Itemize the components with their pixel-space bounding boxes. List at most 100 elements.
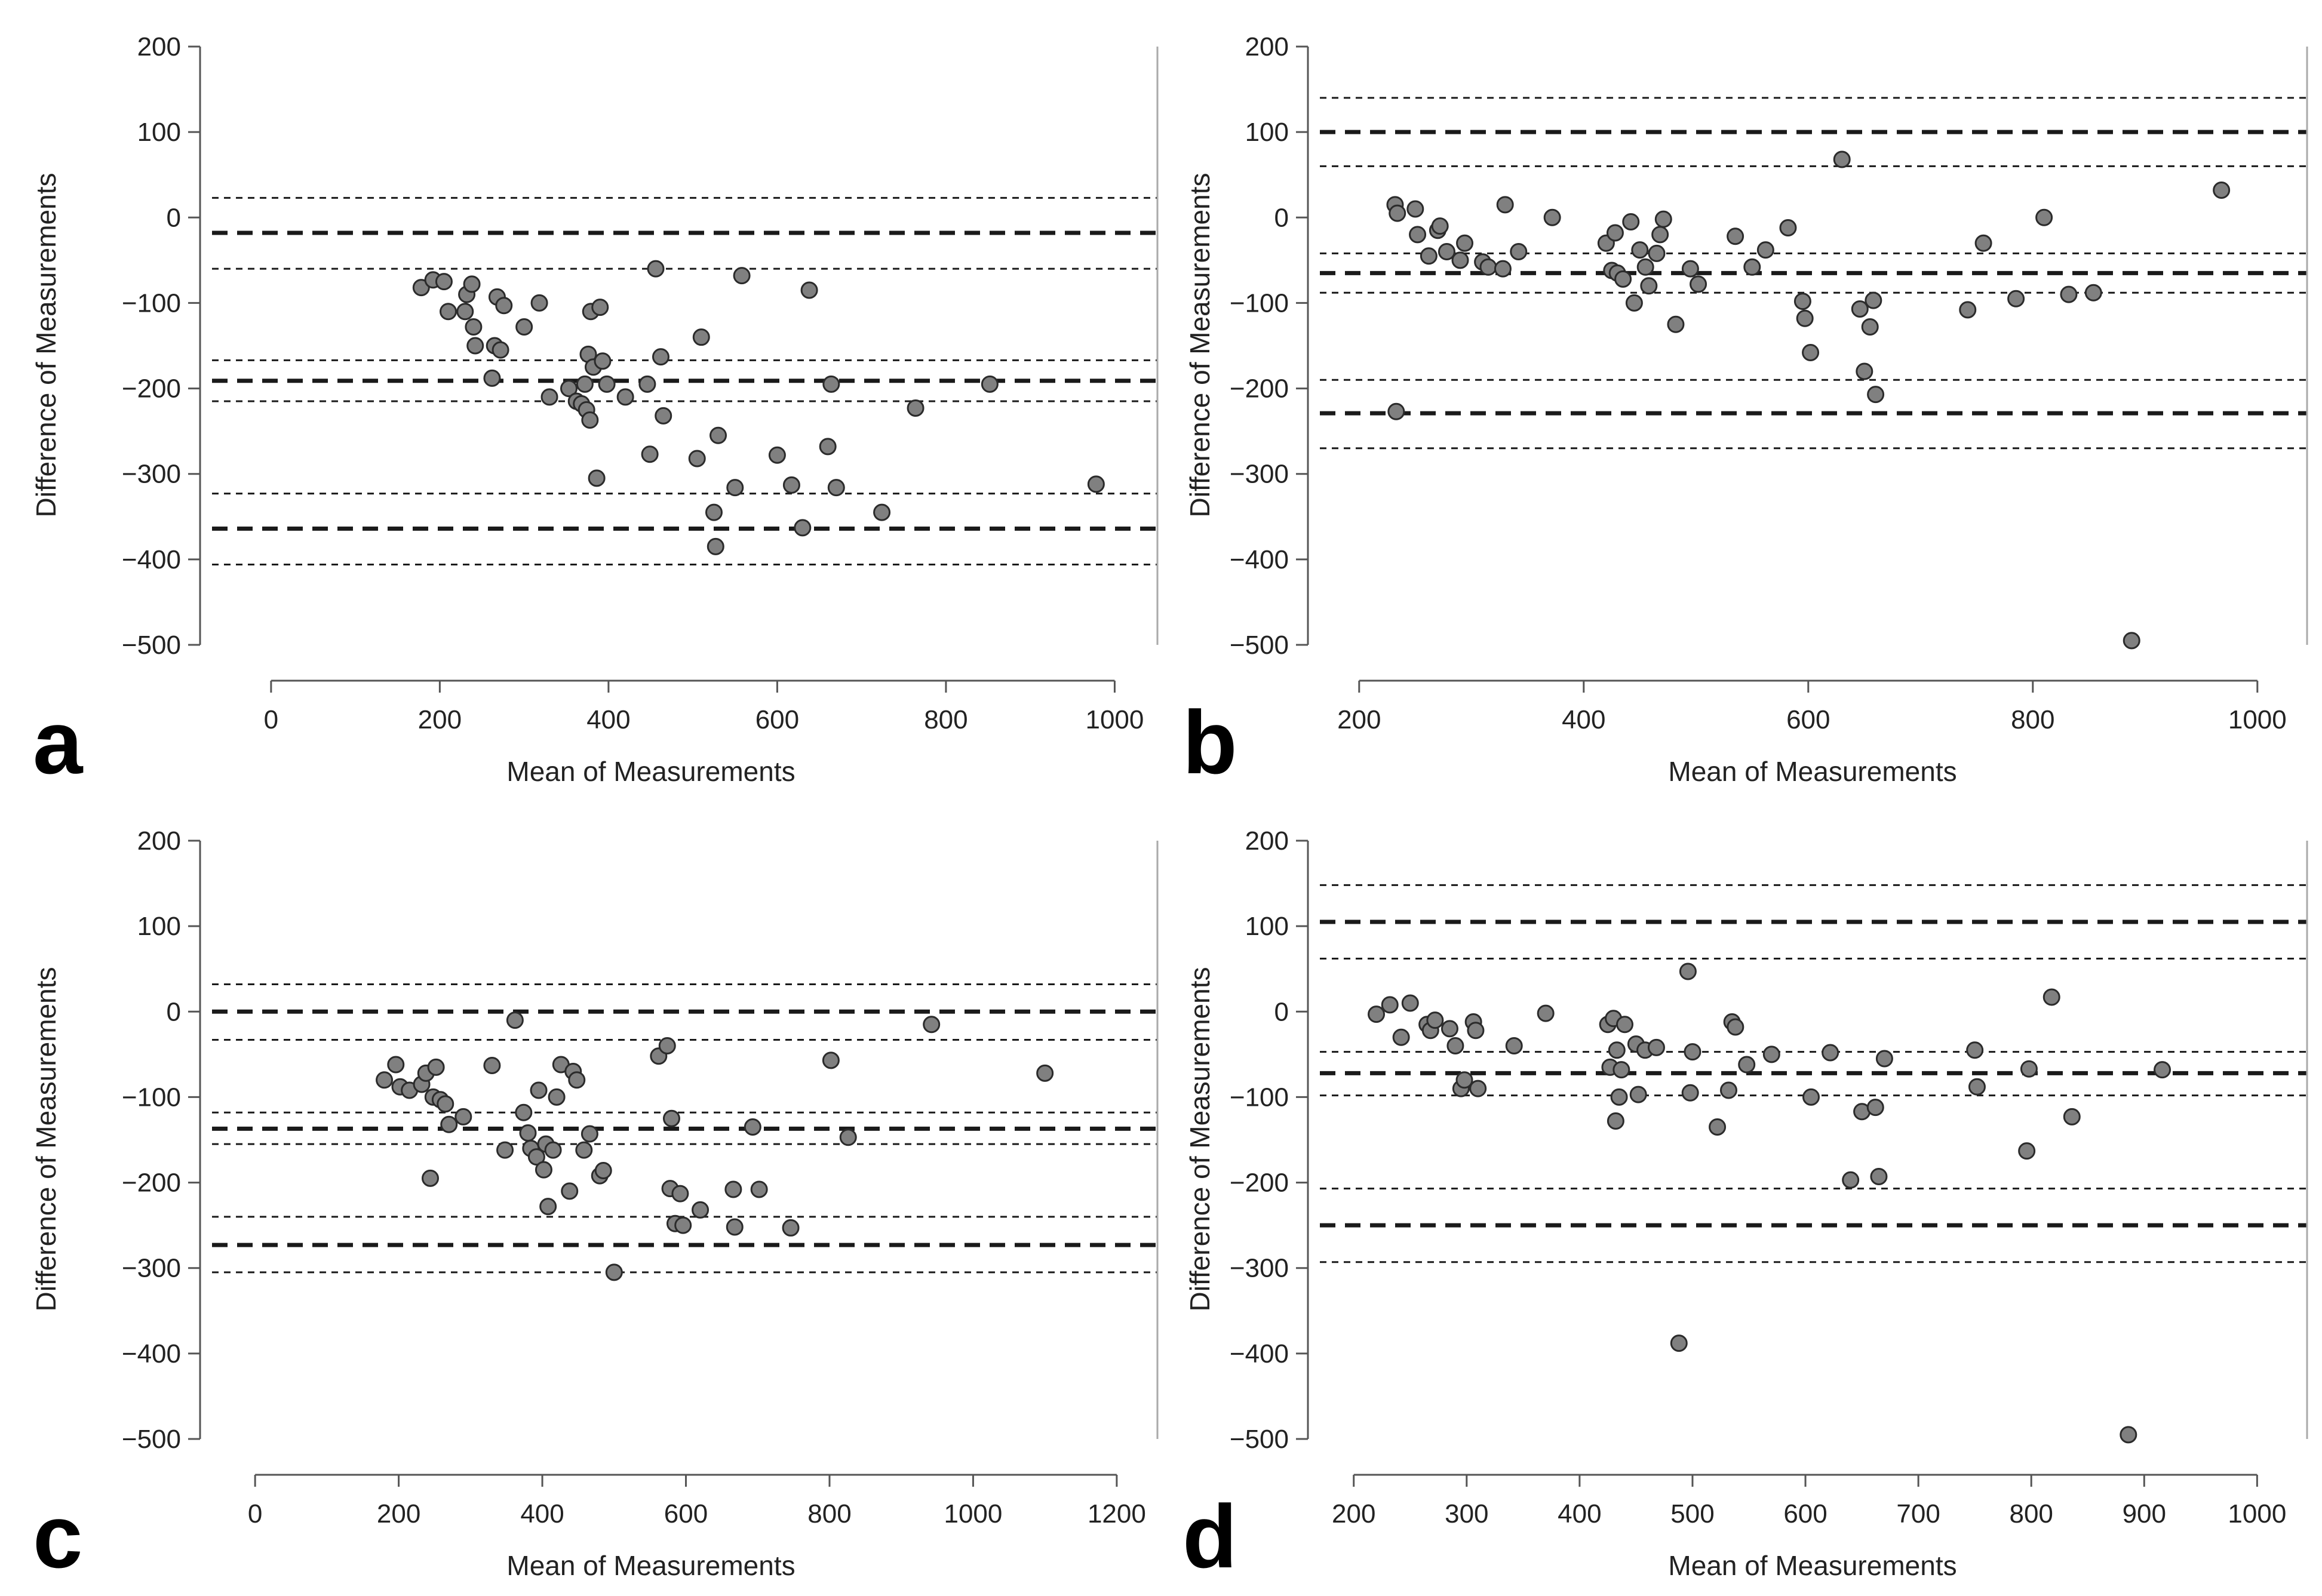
data-point-10 — [437, 1095, 454, 1113]
x-tick-label-0: 0 — [264, 705, 278, 734]
x-tick-label-3: 600 — [755, 705, 799, 734]
panel-letter-c: c — [33, 1486, 82, 1586]
data-point-36 — [1738, 1056, 1756, 1074]
y-tick-label-3: −100 — [122, 288, 181, 318]
data-point-21 — [1614, 270, 1632, 288]
data-point-36 — [688, 450, 706, 468]
data-point-43 — [1861, 318, 1879, 336]
data-point-15 — [506, 1011, 524, 1029]
data-point-7 — [465, 318, 483, 336]
y-axis-title: Difference of Measurements — [1184, 967, 1215, 1312]
data-point-25 — [1636, 258, 1654, 276]
data-point-22 — [1622, 213, 1640, 230]
y-tick-labels: 200 100 0 −100 −200 −300 −400 −500 — [1230, 32, 1289, 660]
data-point-44 — [1865, 291, 1882, 309]
x-tick-label-2: 600 — [1786, 705, 1830, 734]
y-tick-label-5: −300 — [1230, 460, 1289, 489]
data-point-30 — [616, 388, 634, 406]
y-axis-title: Difference of Measurements — [30, 173, 62, 518]
data-point-50 — [2063, 1108, 2081, 1125]
data-point-43 — [1870, 1168, 1888, 1186]
y-tick-label-7: −500 — [1230, 631, 1289, 660]
data-point-4 — [1409, 226, 1427, 244]
axes — [1296, 839, 2308, 1487]
data-point-35 — [1727, 1018, 1744, 1036]
y-tick-label-0: 200 — [1245, 32, 1289, 61]
data-point-5 — [1420, 247, 1438, 265]
data-point-40 — [710, 426, 727, 444]
panel-letter-a: a — [33, 692, 84, 792]
data-point-14 — [515, 318, 533, 336]
data-points — [412, 260, 1105, 555]
panel-a: 0 200 400 600 800 1000 2001000−100−200−300−40… — [30, 32, 1159, 792]
data-point-50 — [2060, 285, 2078, 303]
data-point-42 — [1856, 362, 1873, 380]
y-tick-label-1: 100 — [1245, 118, 1289, 147]
data-point-47 — [2018, 1142, 2036, 1160]
y-axis-title: Difference of Measurements — [1184, 173, 1215, 518]
y-tick-label-4: −200 — [122, 1168, 181, 1198]
data-point-3 — [1406, 200, 1424, 218]
data-points — [1368, 962, 2172, 1444]
y-tick-label-2: 0 — [1274, 997, 1289, 1026]
x-tick-label-6: 800 — [2009, 1499, 2053, 1529]
data-point-30 — [1667, 315, 1685, 333]
data-point-48 — [822, 1051, 840, 1069]
x-tick-label-0: 200 — [1332, 1499, 1375, 1529]
x-tick-label-0: 200 — [1337, 705, 1381, 734]
data-point-31 — [580, 1125, 598, 1143]
data-point-3 — [440, 303, 457, 321]
data-point-27 — [1648, 244, 1666, 262]
data-point-53 — [2213, 181, 2231, 199]
data-point-43 — [724, 1180, 742, 1198]
data-point-9 — [1451, 251, 1469, 269]
data-point-31 — [1681, 260, 1699, 278]
data-point-28 — [594, 352, 612, 370]
x-tick-labels: 200 400 600 800 1000 — [1337, 705, 2287, 734]
data-point-16 — [515, 1103, 533, 1121]
data-points — [1386, 150, 2231, 650]
x-axis-title: Mean of Measurements — [1668, 756, 1956, 787]
data-point-37 — [1762, 1045, 1780, 1063]
data-point-49 — [827, 479, 845, 497]
axes — [188, 45, 1159, 693]
y-axis-title: Difference of Measurements — [30, 967, 62, 1312]
data-point-51 — [907, 399, 924, 417]
y-tick-label-3: −100 — [1230, 1083, 1289, 1112]
data-point-48 — [2020, 1060, 2038, 1078]
data-point-41 — [726, 479, 744, 497]
reference-lines — [212, 983, 1157, 1274]
data-point-36 — [1779, 219, 1797, 236]
x-tick-label-2: 400 — [1558, 1499, 1601, 1529]
data-point-44 — [1875, 1050, 1893, 1068]
y-tick-labels: 200 100 0 −100 −200 −300 −400 −500 — [122, 32, 181, 660]
data-point-25 — [1629, 1085, 1647, 1103]
data-point-30 — [575, 1141, 593, 1159]
data-point-26 — [588, 469, 606, 487]
data-point-39 — [707, 537, 724, 555]
data-point-27 — [1647, 1038, 1665, 1056]
data-point-11 — [440, 1115, 458, 1133]
x-tick-label-4: 800 — [807, 1499, 851, 1529]
data-point-41 — [674, 1216, 692, 1234]
data-point-19 — [1606, 224, 1624, 242]
data-point-8 — [1438, 243, 1455, 261]
data-point-14 — [1505, 1037, 1523, 1055]
y-tick-label-0: 200 — [137, 32, 181, 61]
data-point-45 — [794, 519, 812, 537]
data-point-20 — [530, 1081, 548, 1099]
x-tick-label-4: 800 — [924, 705, 968, 734]
data-point-35 — [655, 407, 672, 425]
data-point-1 — [387, 1056, 405, 1074]
data-point-29 — [598, 375, 616, 393]
data-point-43 — [768, 446, 786, 464]
data-point-52 — [2154, 1061, 2172, 1079]
y-tick-label-2: 0 — [167, 997, 181, 1026]
data-point-12 — [1467, 1022, 1485, 1040]
data-point-36 — [658, 1037, 676, 1055]
data-point-33 — [1727, 227, 1744, 245]
x-tick-label-1: 200 — [418, 705, 462, 734]
data-point-8 — [1446, 1037, 1464, 1055]
x-tick-labels: 0 200 400 600 800 1000 1200 — [248, 1499, 1146, 1529]
data-point-34 — [605, 1263, 623, 1281]
